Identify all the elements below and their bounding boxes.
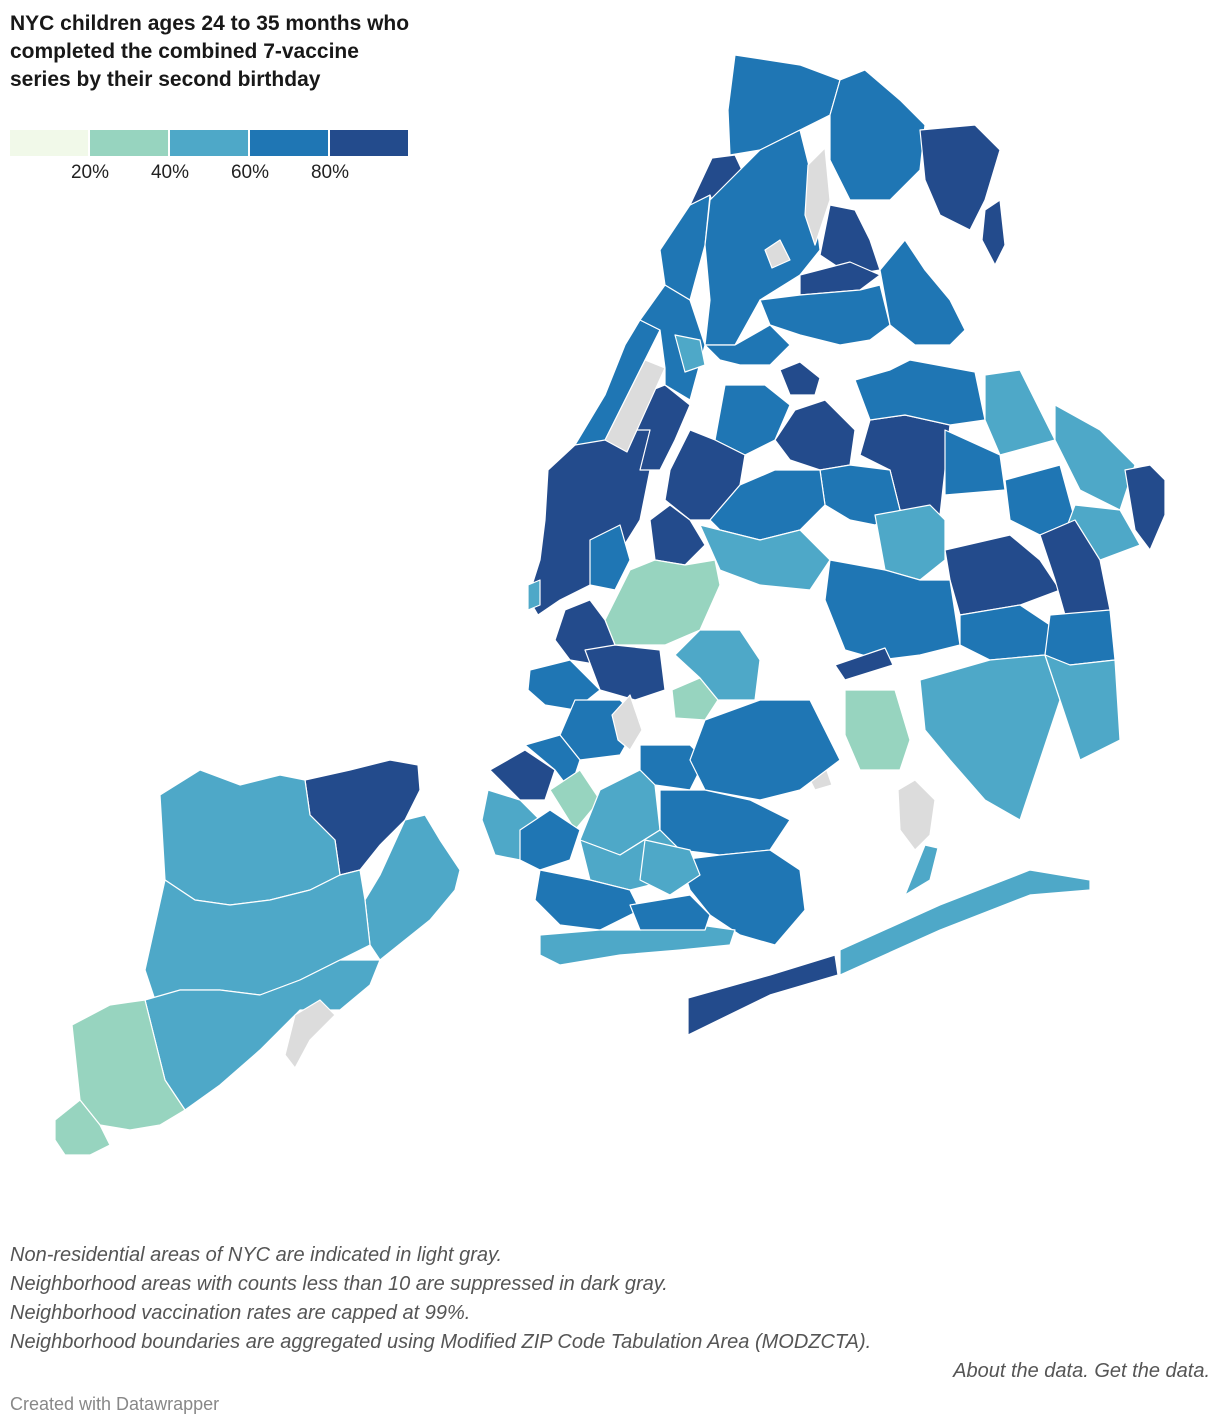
brooklyn-canarsie[interactable] [689, 699, 841, 801]
bronx-soundview-dark[interactable] [799, 261, 881, 296]
queens-jamaica-dark[interactable] [944, 534, 1061, 616]
queens-jfk-green[interactable] [844, 689, 911, 771]
bronx-pelham-dark[interactable] [981, 199, 1006, 266]
note-non-residential: Non-residential areas of NYC are indicat… [10, 1244, 503, 1266]
bronx-south[interactable] [704, 324, 791, 366]
queens-bayside[interactable] [984, 369, 1056, 456]
datawrapper-credit[interactable]: Created with Datawrapper [10, 1394, 220, 1414]
manhattan-lower-east[interactable] [589, 524, 631, 591]
legend-tick-20: 20% [70, 162, 110, 183]
legend-swatch-40-60 [170, 130, 248, 156]
brooklyn-crown-heights-green[interactable] [671, 677, 719, 721]
queens-howard-beach[interactable] [919, 654, 1061, 821]
get-data-link[interactable]: Get the data. [1094, 1360, 1210, 1382]
data-links: About the data. Get the data. [10, 1357, 1210, 1386]
legend-tick-60: 60% [230, 162, 270, 183]
queens-kew-gardens[interactable] [874, 504, 946, 581]
queens-springfield[interactable] [959, 604, 1051, 661]
queens-college-point[interactable] [854, 359, 986, 426]
note-modzcta: Neighborhood boundaries are aggregated u… [10, 1331, 872, 1353]
queens-broad-channel[interactable] [904, 844, 939, 896]
about-data-link[interactable]: About the data. [953, 1360, 1089, 1382]
legend-swatch-20-40 [90, 130, 168, 156]
manhattan-lower-tip[interactable] [527, 579, 541, 611]
bronx-city-island[interactable] [919, 124, 1001, 231]
brooklyn-bensonhurst[interactable] [519, 809, 581, 871]
footnotes: Non-residential areas of NYC are indicat… [10, 1241, 1210, 1386]
legend-tick-80: 80% [310, 162, 350, 183]
bronx-park-gray [804, 147, 831, 246]
brooklyn-brighton[interactable] [629, 894, 711, 931]
manhattan-harlem-east[interactable] [674, 334, 706, 373]
queens-jamaica-bay-gray [897, 779, 936, 851]
brooklyn-manhattan-beach[interactable] [639, 839, 701, 896]
staten-southwest-green[interactable] [54, 1099, 111, 1156]
legend-bar [10, 130, 410, 156]
brooklyn-prospect-park-gray [611, 694, 643, 751]
queens-rosedale[interactable] [1044, 609, 1116, 666]
brooklyn-coney-island[interactable] [539, 924, 736, 966]
bronx-southeast[interactable] [759, 284, 891, 346]
legend-tick-40: 40% [150, 162, 190, 183]
note-suppressed: Neighborhood areas with counts less than… [10, 1273, 668, 1295]
queens-ozone-park[interactable] [824, 559, 961, 661]
legend-labels: 20% 40% 60% 80% [10, 156, 410, 186]
map-title: NYC children ages 24 to 35 months who co… [10, 12, 410, 91]
legend-swatch-80-99 [330, 130, 408, 156]
queens-rockaway-west-dark[interactable] [687, 954, 839, 1036]
note-capped: Neighborhood vaccination rates are cappe… [10, 1302, 471, 1324]
bronx-throgs[interactable] [879, 239, 966, 346]
queens-woodhaven-dark[interactable] [834, 647, 894, 681]
queens-glen-oaks-dark[interactable] [1124, 464, 1166, 551]
brooklyn-sheepshead[interactable] [534, 869, 641, 931]
legend-swatch-0-20 [10, 130, 88, 156]
color-legend: 20% 40% 60% 80% [10, 130, 410, 190]
queens-laurelton[interactable] [1044, 654, 1121, 761]
brooklyn-sunset-park-dark[interactable] [489, 749, 556, 801]
manhattan-washington-heights[interactable] [659, 194, 711, 301]
bronx-west[interactable] [704, 129, 821, 346]
brooklyn-flatlands[interactable] [659, 789, 791, 856]
nyc-choropleth-map [54, 54, 1166, 1156]
bronx-northeast[interactable] [829, 69, 926, 201]
queens-fresh-meadows[interactable] [944, 429, 1006, 496]
staten-fresh-kills-gray [284, 999, 336, 1069]
queens-rikers[interactable] [779, 361, 821, 396]
legend-swatch-60-80 [250, 130, 328, 156]
queens-rockaway-east[interactable] [839, 869, 1091, 976]
brooklyn-marine-park[interactable] [679, 849, 806, 946]
queens-middle-village[interactable] [699, 524, 831, 591]
brooklyn-east-ny[interactable] [674, 629, 761, 701]
bronx-park-gray-2 [764, 239, 791, 269]
staten-stapleton[interactable] [364, 814, 461, 961]
